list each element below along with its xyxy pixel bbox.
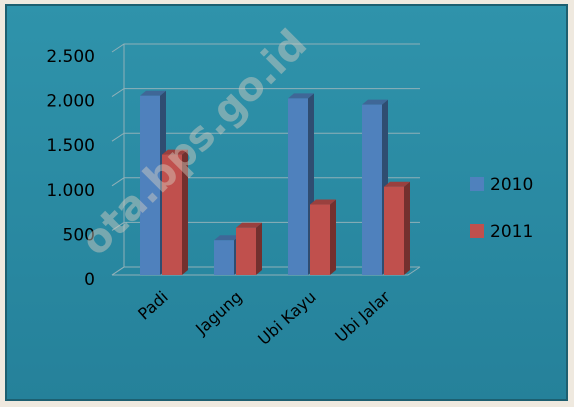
bar-front [236,227,256,275]
bar-top [162,149,188,155]
bar-front [384,186,404,275]
bar-side [404,181,410,275]
bar-top [140,90,166,96]
bar [162,149,188,275]
chart-panel [5,4,568,401]
bar-side [330,199,336,275]
bar [236,222,262,275]
legend-swatch [470,224,484,238]
bar-top [214,235,240,241]
bar-front [362,104,382,276]
bar-front [162,154,182,275]
bar-front [140,95,160,275]
y-tick-label: 2.000 [46,92,95,112]
y-tick-label: 500 [63,225,95,245]
y-tick-label: 0 [84,270,95,290]
bar-side [256,222,262,275]
grid-line [111,177,420,187]
bar-top [236,222,262,228]
bar-top [384,181,410,187]
floor [112,266,421,276]
bar-front [288,98,308,275]
bar-front [310,204,330,275]
grid-line [111,88,420,98]
legend-label: 2011 [490,222,533,242]
bar-top [310,199,336,205]
y-tick-label: 1.500 [46,136,95,156]
bar [384,181,410,275]
y-tick-label: 1.000 [46,181,95,201]
bar [310,199,336,275]
grid-line [111,43,420,53]
bar-top [288,93,314,99]
y-tick-label: 2.500 [46,47,95,67]
bar-top [362,99,388,105]
legend-label: 2010 [490,175,533,195]
bar-side [182,149,188,275]
legend-swatch [470,177,484,191]
bar-front [214,240,234,275]
grid-line [111,132,420,142]
